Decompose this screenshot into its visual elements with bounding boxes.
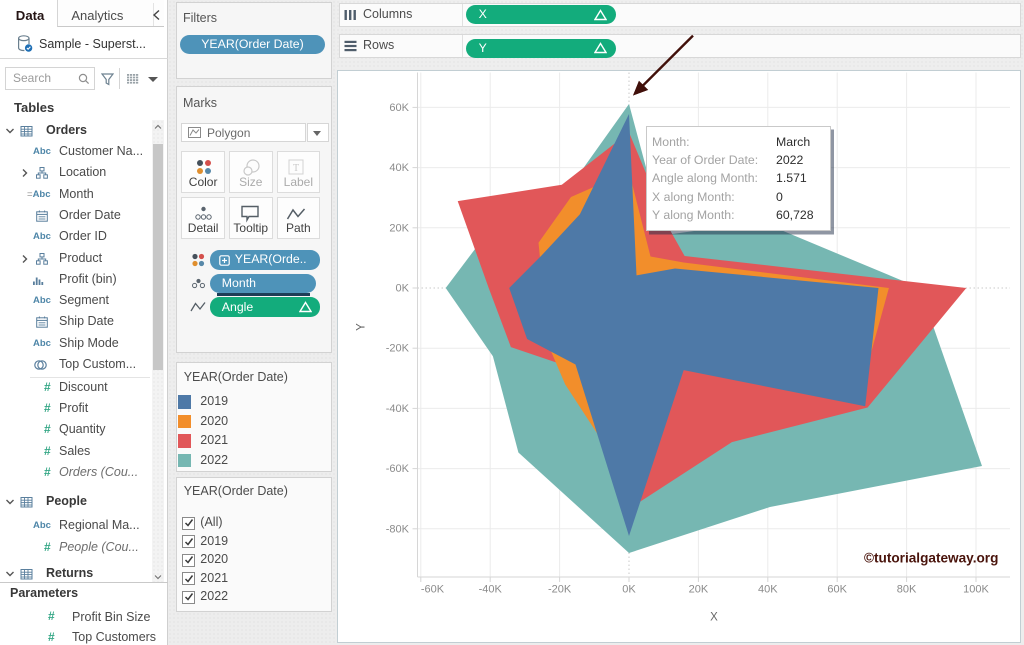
svg-text:©tutorialgateway.org: ©tutorialgateway.org bbox=[864, 551, 998, 566]
svg-text:-80K: -80K bbox=[386, 523, 410, 535]
svg-text:20K: 20K bbox=[389, 222, 409, 234]
svg-text:X: X bbox=[710, 612, 718, 624]
svg-text:-40K: -40K bbox=[479, 584, 503, 596]
svg-text:-60K: -60K bbox=[386, 463, 410, 475]
svg-text:60K: 60K bbox=[389, 102, 409, 114]
svg-text:0K: 0K bbox=[396, 283, 410, 295]
svg-text:-20K: -20K bbox=[548, 584, 572, 596]
svg-text:-60K: -60K bbox=[421, 584, 445, 596]
svg-text:60K: 60K bbox=[827, 584, 847, 596]
svg-text:Y: Y bbox=[356, 323, 368, 331]
svg-text:40K: 40K bbox=[389, 162, 409, 174]
svg-text:100K: 100K bbox=[963, 584, 989, 596]
svg-text:-40K: -40K bbox=[386, 403, 410, 415]
svg-text:T: T bbox=[293, 163, 299, 174]
svg-text:80K: 80K bbox=[897, 584, 917, 596]
svg-text:0K: 0K bbox=[622, 584, 636, 596]
svg-text:40K: 40K bbox=[758, 584, 778, 596]
svg-text:20K: 20K bbox=[689, 584, 709, 596]
svg-text:-20K: -20K bbox=[386, 343, 410, 355]
